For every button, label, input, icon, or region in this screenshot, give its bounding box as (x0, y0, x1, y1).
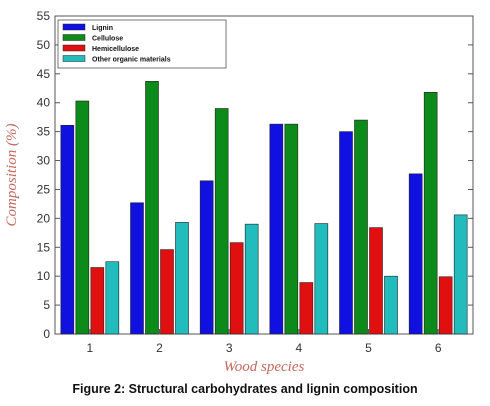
legend-label: Other organic materials (92, 57, 171, 64)
bar-other-organic-materials (314, 223, 329, 335)
legend-label: Cellulose (92, 36, 123, 43)
bar-hemicellulose (160, 249, 174, 335)
bar-series-group (60, 81, 468, 335)
x-tick-label: 1 (86, 341, 93, 355)
plot-area-frame (54, 15, 474, 335)
bar-other-organic-materials (244, 223, 259, 335)
y-tick-label: 10 (37, 269, 51, 283)
y-axis-title: Composition (%) (4, 124, 20, 227)
bar-hemicellulose (369, 227, 383, 335)
bar-lignin (339, 131, 353, 335)
legend: Lignin Cellulose Hemicellulose Other organi… (57, 19, 227, 69)
legend-box (57, 19, 227, 69)
x-tick-label: 3 (226, 341, 233, 355)
bar-hemicellulose (90, 267, 105, 335)
bar-cellulose (423, 92, 438, 335)
bar-hemicellulose (438, 276, 453, 335)
x-axis-title: Wood species (224, 359, 305, 375)
y-tick-label: 30 (37, 154, 51, 168)
legend-swatch (62, 55, 86, 62)
bar-lignin (408, 173, 423, 335)
y-tick-label: 50 (37, 38, 51, 52)
y-tick-label: 15 (37, 240, 51, 254)
x-tick-label: 6 (435, 341, 442, 355)
bar-cellulose (354, 119, 368, 335)
bar-other-organic-materials (384, 275, 398, 335)
bar-lignin (199, 180, 214, 335)
y-tick-label: 0 (43, 327, 50, 341)
legend-label: Lignin (92, 25, 113, 32)
legend-swatch (62, 44, 86, 52)
y-axis: 0 5 10 15 20 25 30 35 40 45 50 55 (37, 9, 473, 341)
bar-cellulose (284, 123, 299, 335)
bar-other-organic-materials (453, 214, 468, 335)
bar-cellulose (145, 81, 159, 335)
y-tick-label: 35 (37, 125, 51, 139)
bar-hemicellulose (299, 282, 314, 335)
x-tick-label: 5 (365, 341, 372, 355)
legend-swatch (62, 34, 86, 41)
bar-lignin (130, 202, 144, 335)
figure-caption: Figure 2: Structural carbohydrates and l… (72, 382, 418, 396)
y-tick-label: 45 (37, 67, 51, 81)
bar-hemicellulose (229, 242, 244, 335)
bar-other-organic-materials (105, 261, 120, 335)
x-axis: 1 2 3 4 5 6 (86, 329, 442, 355)
x-tick-label: 2 (156, 341, 163, 355)
y-tick-label: 55 (37, 9, 51, 23)
bar-lignin (269, 123, 284, 335)
bar-other-organic-materials (175, 222, 189, 335)
y-tick-label: 40 (37, 96, 51, 110)
bar-cellulose (214, 108, 229, 335)
y-tick-label: 25 (37, 182, 51, 196)
y-tick-label: 5 (43, 298, 50, 312)
y-tick-label: 20 (37, 211, 51, 225)
bar-lignin (60, 124, 75, 335)
legend-label: Hemicellulose (92, 46, 139, 53)
bar-cellulose (75, 100, 90, 335)
legend-swatch (62, 23, 86, 31)
x-tick-label: 4 (295, 341, 302, 355)
